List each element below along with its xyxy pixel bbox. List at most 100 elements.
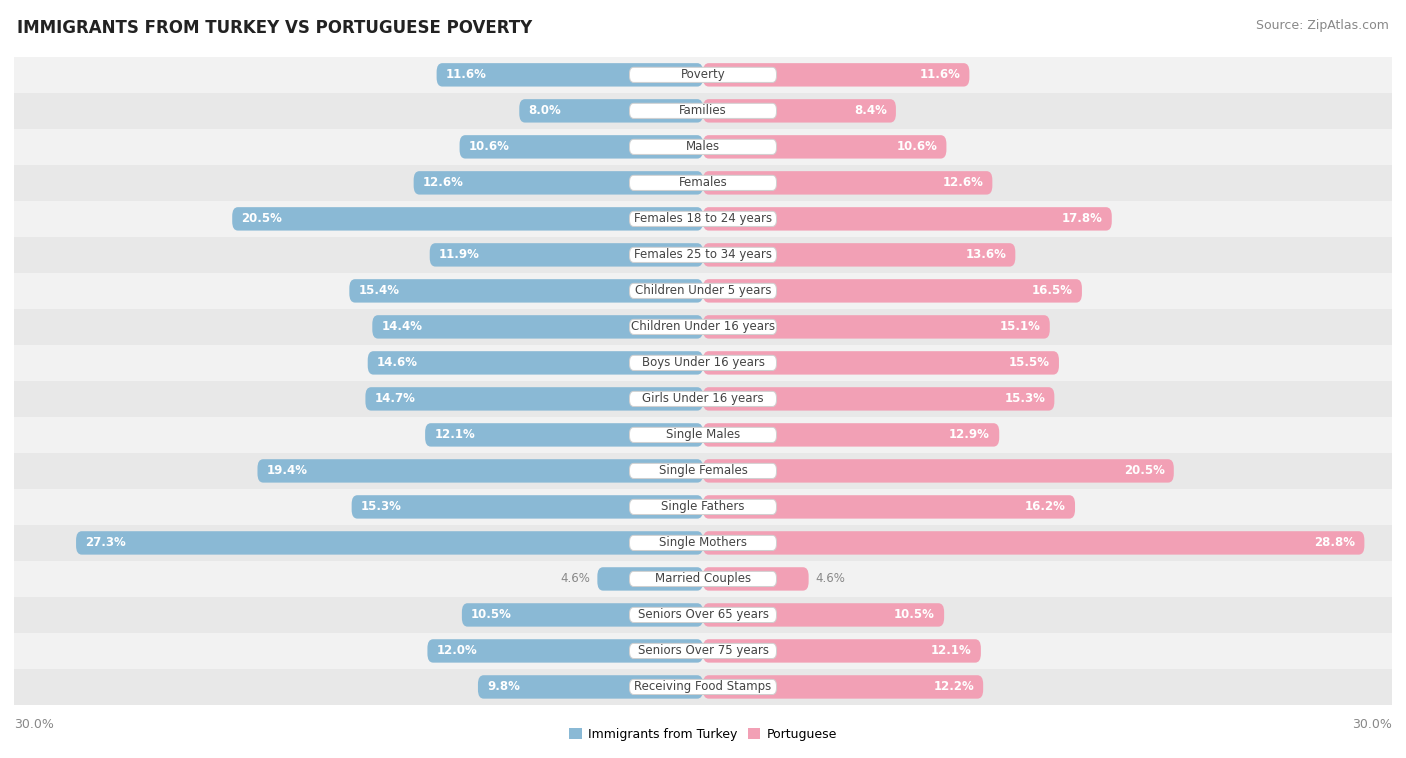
FancyBboxPatch shape [703,279,1083,302]
FancyBboxPatch shape [368,351,703,374]
FancyBboxPatch shape [630,283,776,299]
FancyBboxPatch shape [703,459,1174,483]
FancyBboxPatch shape [703,603,945,627]
Text: Single Fathers: Single Fathers [661,500,745,513]
Bar [14,525,1392,561]
FancyBboxPatch shape [703,63,969,86]
Bar [14,453,1392,489]
Text: Receiving Food Stamps: Receiving Food Stamps [634,681,772,694]
Text: 15.4%: 15.4% [359,284,399,297]
Text: Single Females: Single Females [658,465,748,478]
FancyBboxPatch shape [430,243,703,267]
Bar [14,309,1392,345]
FancyBboxPatch shape [703,243,1015,267]
Text: 13.6%: 13.6% [966,249,1007,262]
FancyBboxPatch shape [703,531,1364,555]
FancyBboxPatch shape [703,171,993,195]
Text: 30.0%: 30.0% [1353,719,1392,731]
Text: 11.6%: 11.6% [920,68,960,81]
Text: 12.1%: 12.1% [434,428,475,441]
Text: 8.4%: 8.4% [853,105,887,117]
Bar [14,633,1392,669]
FancyBboxPatch shape [703,495,1076,518]
FancyBboxPatch shape [76,531,703,555]
Text: Females 25 to 34 years: Females 25 to 34 years [634,249,772,262]
FancyBboxPatch shape [427,639,703,662]
Text: 8.0%: 8.0% [529,105,561,117]
FancyBboxPatch shape [630,535,776,550]
Text: Married Couples: Married Couples [655,572,751,585]
Text: Females: Females [679,177,727,190]
Text: 10.6%: 10.6% [468,140,509,153]
FancyBboxPatch shape [703,315,1050,339]
Legend: Immigrants from Turkey, Portuguese: Immigrants from Turkey, Portuguese [569,728,837,741]
FancyBboxPatch shape [703,567,808,590]
Bar [14,236,1392,273]
Text: 4.6%: 4.6% [561,572,591,585]
Text: 15.5%: 15.5% [1008,356,1050,369]
FancyBboxPatch shape [703,135,946,158]
FancyBboxPatch shape [425,423,703,446]
Text: 17.8%: 17.8% [1062,212,1102,225]
FancyBboxPatch shape [257,459,703,483]
Text: 12.1%: 12.1% [931,644,972,657]
FancyBboxPatch shape [630,67,776,83]
FancyBboxPatch shape [630,211,776,227]
Text: 14.6%: 14.6% [377,356,418,369]
Bar [14,345,1392,381]
Text: 14.7%: 14.7% [374,393,416,406]
Text: 11.6%: 11.6% [446,68,486,81]
FancyBboxPatch shape [630,319,776,334]
FancyBboxPatch shape [630,428,776,443]
Text: 12.0%: 12.0% [437,644,478,657]
FancyBboxPatch shape [373,315,703,339]
Bar [14,273,1392,309]
FancyBboxPatch shape [703,675,983,699]
FancyBboxPatch shape [478,675,703,699]
FancyBboxPatch shape [630,679,776,694]
Text: Single Mothers: Single Mothers [659,537,747,550]
Text: Families: Families [679,105,727,117]
Text: Seniors Over 65 years: Seniors Over 65 years [637,609,769,622]
Bar [14,57,1392,93]
Text: 19.4%: 19.4% [267,465,308,478]
Text: 10.5%: 10.5% [894,609,935,622]
Text: Males: Males [686,140,720,153]
FancyBboxPatch shape [630,463,776,478]
Text: 12.6%: 12.6% [942,177,983,190]
Text: 20.5%: 20.5% [1123,465,1164,478]
Text: 15.3%: 15.3% [1004,393,1045,406]
Bar [14,201,1392,237]
FancyBboxPatch shape [630,175,776,190]
Bar [14,561,1392,597]
Bar [14,165,1392,201]
Text: Boys Under 16 years: Boys Under 16 years [641,356,765,369]
Text: 10.6%: 10.6% [897,140,938,153]
Text: 30.0%: 30.0% [14,719,53,731]
Text: IMMIGRANTS FROM TURKEY VS PORTUGUESE POVERTY: IMMIGRANTS FROM TURKEY VS PORTUGUESE POV… [17,19,531,37]
FancyBboxPatch shape [630,103,776,118]
FancyBboxPatch shape [703,207,1112,230]
Bar [14,381,1392,417]
FancyBboxPatch shape [598,567,703,590]
Text: 16.5%: 16.5% [1032,284,1073,297]
Text: Children Under 5 years: Children Under 5 years [634,284,772,297]
Text: 16.2%: 16.2% [1025,500,1066,513]
FancyBboxPatch shape [413,171,703,195]
Text: 27.3%: 27.3% [86,537,127,550]
Text: 12.2%: 12.2% [934,681,974,694]
Bar [14,669,1392,705]
Text: 12.9%: 12.9% [949,428,990,441]
Text: Girls Under 16 years: Girls Under 16 years [643,393,763,406]
FancyBboxPatch shape [630,572,776,587]
Text: 10.5%: 10.5% [471,609,512,622]
FancyBboxPatch shape [630,644,776,659]
FancyBboxPatch shape [460,135,703,158]
Bar [14,93,1392,129]
Text: 15.1%: 15.1% [1000,321,1040,334]
Text: 4.6%: 4.6% [815,572,845,585]
FancyBboxPatch shape [703,639,981,662]
Text: 28.8%: 28.8% [1315,537,1355,550]
FancyBboxPatch shape [703,351,1059,374]
FancyBboxPatch shape [519,99,703,123]
